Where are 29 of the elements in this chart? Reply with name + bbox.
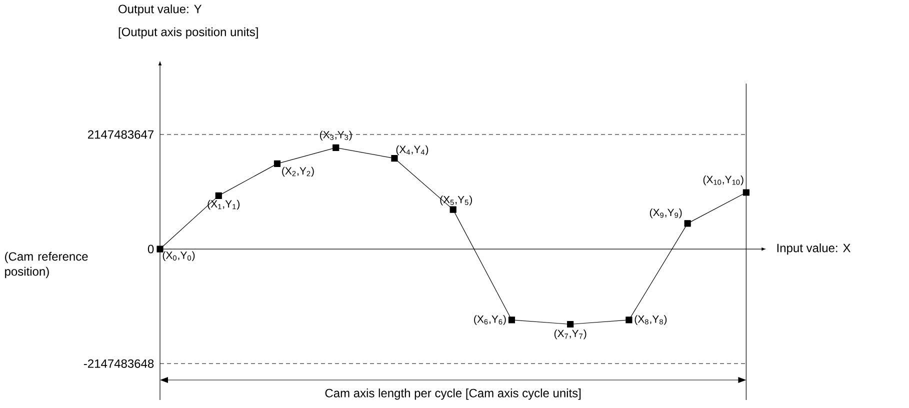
y-axis-title: Output value: Y: [118, 4, 202, 16]
y-tick-label: 2147483647: [88, 130, 154, 139]
text: [Output axis position units]: [118, 27, 258, 39]
annotation: (X$_{0}$,Y$_{0}$): [162, 251, 195, 262]
annotation: (X$_{10}$,Y$_{10}$): [703, 176, 744, 186]
point: [332, 144, 340, 151]
point: [742, 189, 750, 196]
point: [215, 192, 222, 199]
annotation: (X$_{3}$,Y$_{3}$): [320, 130, 352, 140]
annotation: (X$_{8}$,Y$_{8}$): [634, 315, 667, 325]
annotation: (X$_{6}$,Y$_{6}$): [474, 315, 506, 325]
point: [450, 206, 456, 213]
point: [508, 316, 516, 324]
point: [567, 320, 574, 328]
y-tick-label: 0: [148, 244, 154, 254]
annotation: Cam axis length per cycle [Cam axis cycle units]: [325, 388, 581, 400]
x-axis-title: Input value: X: [777, 243, 851, 255]
annotation: (X$_{9}$,Y$_{9}$): [650, 208, 682, 218]
annotation: (X$_{4}$,Y$_{4}$): [396, 145, 428, 156]
point: [274, 160, 281, 167]
point: [156, 246, 164, 252]
annotation: (X$_{2}$,Y$_{2}$): [282, 166, 314, 177]
text: (Cam reference position): [5, 252, 88, 278]
point: [684, 220, 691, 227]
point: [391, 155, 398, 162]
annotation: (X$_{1}$,Y$_{1}$): [208, 200, 240, 210]
y-tick-label: -2147483648: [84, 359, 154, 368]
annotation: (X$_{7}$,Y$_{7}$): [554, 329, 586, 340]
point: [626, 316, 632, 324]
